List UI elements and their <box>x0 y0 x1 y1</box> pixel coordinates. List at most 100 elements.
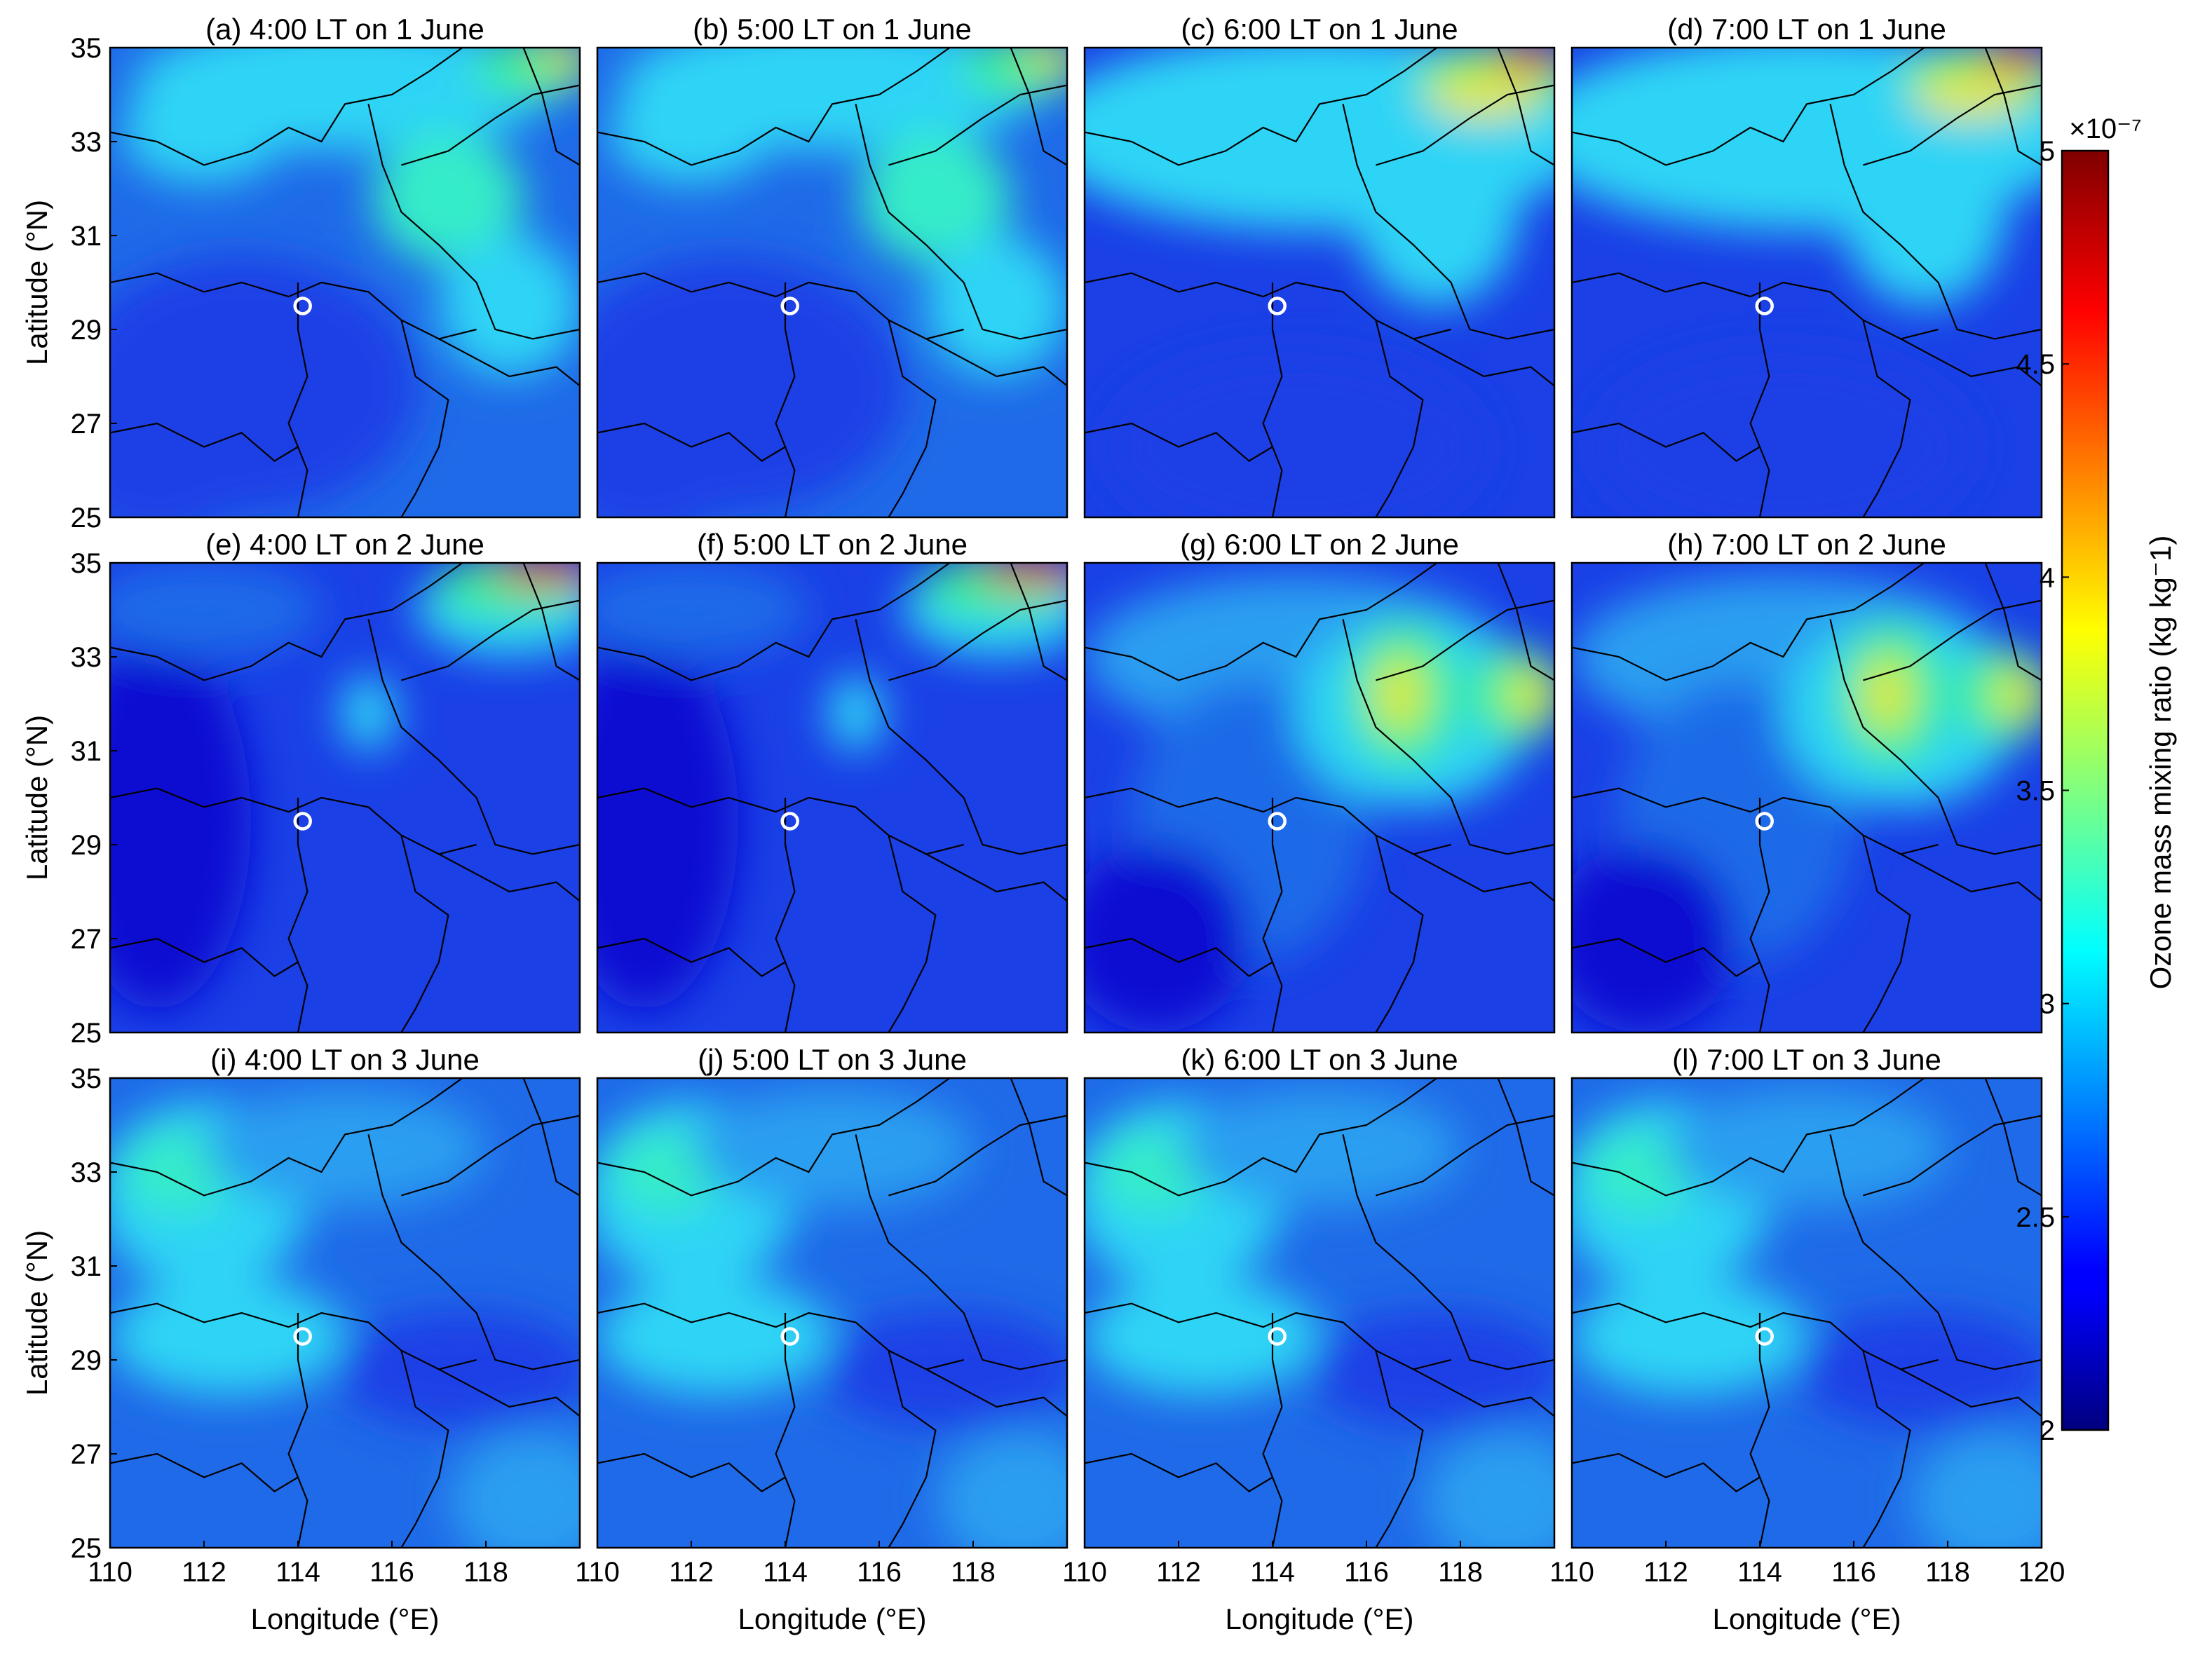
panel-k: (k) 6:00 LT on 3 June 110 112 114 116 118 Long… <box>1062 1043 1556 1635</box>
province-border <box>1085 937 1273 977</box>
province-border <box>287 798 308 1033</box>
x-tick-label: 118 <box>1925 1557 1970 1588</box>
panel-frame <box>1570 561 2043 1034</box>
concentration-contour <box>121 80 287 184</box>
x-axis-label: Longitude (°E) <box>1713 1602 1901 1635</box>
province-border <box>1984 48 2042 166</box>
y-tick-label: 33 <box>71 642 102 673</box>
panel-frame <box>1570 1077 2043 1549</box>
province-border <box>1262 1313 1283 1548</box>
province-border <box>597 1452 786 1492</box>
province-border <box>775 1313 796 1548</box>
site-marker <box>1755 812 1774 831</box>
province-border <box>1085 48 1438 166</box>
panel-frame <box>596 561 1068 1034</box>
panel-h-field <box>1572 563 2042 1033</box>
concentration-contour <box>1795 1310 2042 1429</box>
y-tick-label: 31 <box>71 1251 102 1282</box>
panel-i: (i) 4:00 LT on 3 June 25 27 29 31 33 35 Latitud… <box>20 1043 581 1635</box>
province-border <box>110 1302 477 1370</box>
concentration-contour <box>439 236 580 376</box>
concentration-contour <box>1085 845 1249 1033</box>
province-border <box>1376 1115 1554 1197</box>
colorbar-tick-label: 3 <box>2040 989 2055 1020</box>
concentration-contour <box>1863 657 1911 733</box>
panel-f-field <box>597 563 1067 1033</box>
panel-c: (c) 6:00 LT on 1 June <box>1083 13 1556 519</box>
province-border <box>597 48 951 166</box>
province-border <box>1863 599 2042 681</box>
site-marker <box>780 812 799 831</box>
site-marker <box>780 297 799 315</box>
x-tick-label: 110 <box>1549 1557 1594 1588</box>
concentration-contour <box>110 563 322 657</box>
panel-frame <box>109 1077 581 1549</box>
panel-j-field <box>597 1078 1067 1548</box>
province-border <box>888 84 1067 166</box>
panel-title: (l) 7:00 LT on 3 June <box>1672 1043 1941 1076</box>
concentration-contour <box>1912 71 2030 118</box>
concentration-contour <box>1995 671 2042 718</box>
province-border <box>110 563 463 681</box>
site-marker <box>780 1327 799 1346</box>
panel-frame <box>109 46 581 519</box>
province-border <box>367 104 580 340</box>
province-border <box>400 835 449 1033</box>
site-marker <box>1755 1327 1774 1346</box>
province-border <box>1862 320 1911 517</box>
panel-g-field <box>1085 563 1554 1033</box>
y-tick-label: 29 <box>71 1345 102 1376</box>
concentration-contour <box>1425 1430 1554 1548</box>
province-border <box>522 48 580 166</box>
panel-d: (d) 7:00 LT on 1 June <box>1570 13 2043 519</box>
province-border <box>597 787 964 855</box>
y-axis-label: Latitude (°N) <box>20 200 53 365</box>
y-tick-label: 25 <box>71 1018 102 1049</box>
province-border <box>1572 937 1760 977</box>
province-border <box>401 599 580 681</box>
panel-frame <box>596 1077 1068 1549</box>
concentration-contour <box>1024 48 1067 71</box>
province-border <box>1413 1368 1554 1417</box>
province-border <box>888 835 937 1033</box>
x-tick-label: 114 <box>1250 1557 1295 1588</box>
panel-d-field <box>1572 48 2042 517</box>
province-border <box>1829 619 2042 855</box>
panel-k-field <box>1085 1078 1554 1548</box>
concentration-contour <box>597 400 738 517</box>
concentration-contour <box>340 675 397 751</box>
colorbar-tick-label: 4 <box>2040 562 2055 593</box>
concentration-contour <box>1085 1277 1319 1396</box>
concentration-contour <box>373 132 524 264</box>
concentration-contour <box>1355 118 1519 306</box>
y-tick-label: 35 <box>71 548 102 579</box>
province-border <box>110 422 299 462</box>
province-border <box>888 1350 937 1548</box>
site-marker <box>1268 812 1287 831</box>
province-border <box>367 1134 580 1370</box>
province-border <box>401 1115 580 1197</box>
panel-frame <box>1083 46 1556 519</box>
x-tick-label: 116 <box>369 1557 414 1588</box>
province-border <box>597 563 951 681</box>
concentration-contour <box>204 1089 486 1208</box>
concentration-contour <box>1308 1310 1554 1429</box>
concentration-contour <box>926 236 1067 376</box>
province-border <box>287 282 308 517</box>
panel-title: (i) 4:00 LT on 3 June <box>210 1043 480 1076</box>
province-border <box>110 1078 463 1197</box>
concentration-contour <box>537 48 580 71</box>
colorbar: 2 2.5 3 3.5 4 4.5 5 ×10⁻⁷ Ozone mass mixing rati… <box>2016 114 2177 1446</box>
x-tick-label: 110 <box>88 1557 133 1588</box>
province-border <box>1572 563 1925 681</box>
province-border <box>1829 1134 2042 1370</box>
province-border <box>1376 84 1554 166</box>
concentration-contour <box>597 633 738 1009</box>
x-tick-label: 112 <box>1156 1557 1201 1588</box>
province-border <box>1085 563 1438 681</box>
panel-title: (f) 5:00 LT on 2 June <box>697 528 968 561</box>
concentration-contour <box>495 563 580 587</box>
concentration-contour <box>1983 48 2042 71</box>
x-tick-label: 116 <box>857 1557 902 1588</box>
